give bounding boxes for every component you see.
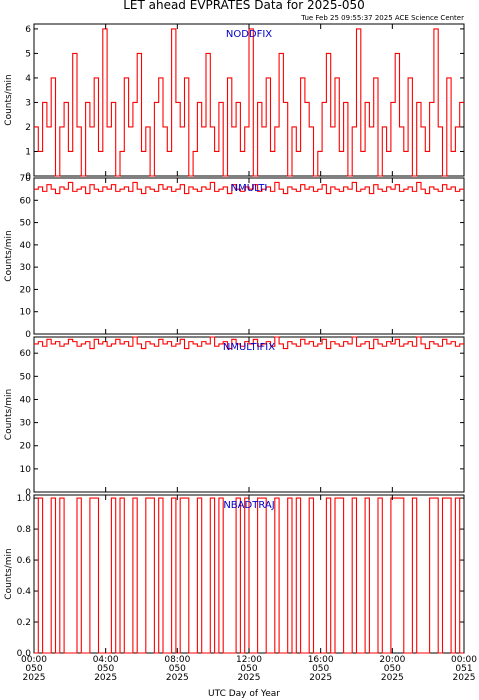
panel-1: 0 1 2 3 4 5 6 Counts/min NODDFIX	[4, 23, 465, 182]
x-tick-time: 16:00	[308, 655, 334, 665]
series-line	[34, 181, 464, 195]
y-tick-label: 10	[20, 465, 32, 475]
y-tick-label: 60	[20, 349, 32, 359]
y-axis-label: Counts/min	[4, 389, 14, 440]
x-axis-label: UTC Day of Year	[208, 689, 280, 699]
x-tick-time: 20:00	[379, 655, 405, 665]
y-axis-label: Counts/min	[4, 230, 14, 281]
x-tick-doy: 050	[384, 664, 401, 674]
y-tick-label: 0.6	[17, 556, 32, 566]
y-tick-label: 4	[25, 74, 31, 84]
x-tick-year: 2025	[166, 673, 189, 683]
plot-frame	[33, 336, 465, 493]
series-line	[34, 497, 464, 654]
y-tick-label: 0.4	[17, 587, 32, 597]
y-tick-label: 30	[20, 263, 32, 273]
series-label: NODDFIX	[226, 29, 272, 40]
y-tick-label: 3	[25, 98, 31, 108]
series-label: NBADTRAJ	[223, 500, 274, 511]
x-tick-year: 2025	[23, 673, 46, 683]
x-tick-year: 2025	[94, 673, 117, 683]
panel-4: 0.0 0.2 0.4 0.6 0.8 1.0 Counts/min NBADTRAJ	[4, 494, 465, 659]
plot-frame	[33, 177, 465, 335]
y-tick-label: 60	[20, 196, 32, 206]
y-tick-label: 50	[20, 372, 32, 382]
y-tick-label: 20	[20, 285, 32, 295]
y-tick-label: 70	[20, 174, 32, 184]
y-tick-label: 2	[25, 123, 31, 133]
y-tick-label: 30	[20, 419, 32, 429]
y-tick-label: 0	[25, 330, 31, 340]
x-tick-time: 00:00	[451, 655, 477, 665]
y-tick-label: 5	[25, 49, 31, 59]
x-tick-year: 2025	[309, 673, 332, 683]
x-tick-year: 2025	[238, 673, 261, 683]
x-tick-time: 12:00	[236, 655, 262, 665]
x-tick-time: 08:00	[164, 655, 190, 665]
y-tick-label: 40	[20, 395, 32, 405]
x-tick-doy: 050	[312, 664, 329, 674]
x-tick-time: 04:00	[93, 655, 119, 665]
y-tick-label: 0	[25, 488, 31, 498]
y-tick-label: 1	[25, 147, 31, 157]
y-tick-label: 0	[25, 172, 31, 182]
y-tick-label: 20	[20, 442, 32, 452]
chart-timestamp: Tue Feb 25 09:55:37 2025 ACE Science Cen…	[300, 14, 464, 22]
y-tick-label: 0.8	[17, 525, 32, 535]
y-tick-label: 0.2	[17, 618, 31, 628]
panel-2: 0 10 20 30 40 50 60 70 Counts/min NMULTI	[4, 174, 465, 340]
y-tick-label: 40	[20, 241, 32, 251]
chart-title: LET ahead EVPRATES Data for 2025-050	[123, 0, 365, 12]
x-tick-doy: 050	[25, 664, 42, 674]
y-axis-label: Counts/min	[4, 548, 14, 599]
series-label: NMULTIFIX	[223, 342, 275, 353]
y-tick-label: 50	[20, 219, 32, 229]
x-tick-doy: 050	[240, 664, 257, 674]
x-tick-doy: 050	[169, 664, 186, 674]
y-tick-label: 10	[20, 308, 32, 318]
x-tick-time: 00:00	[21, 655, 47, 665]
y-axis-label: Counts/min	[4, 74, 14, 125]
y-tick-label: 6	[25, 25, 31, 35]
x-tick-year: 2025	[453, 673, 476, 683]
x-tick-year: 2025	[381, 673, 404, 683]
x-tick-doy: 051	[455, 664, 472, 674]
series-label: NMULTI	[231, 183, 268, 194]
panel-3: 0 10 20 30 40 50 60 Counts/min NMULTIFIX	[4, 336, 465, 498]
series-line	[34, 336, 464, 350]
y-tick-label: 0.0	[17, 649, 32, 659]
series-line	[34, 28, 464, 177]
x-tick-doy: 050	[97, 664, 114, 674]
y-tick-label: 1.0	[17, 494, 32, 504]
